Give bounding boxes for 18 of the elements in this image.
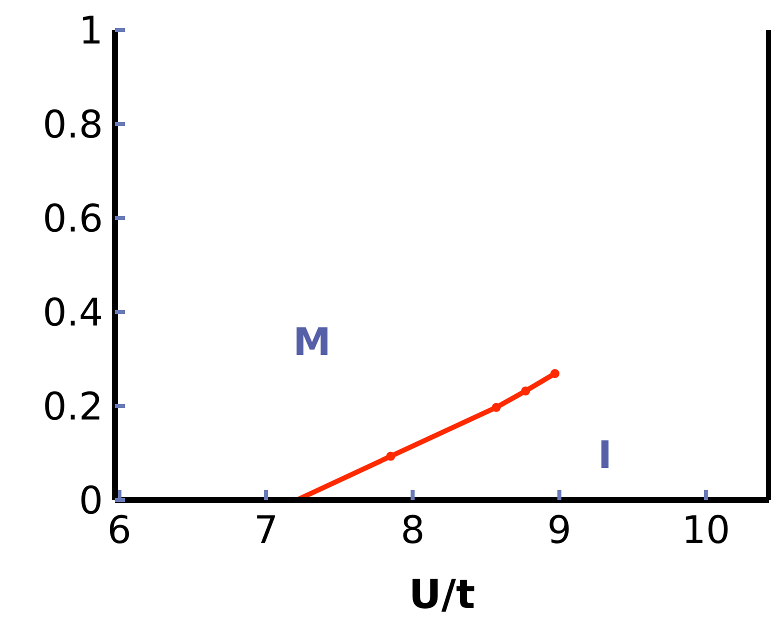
x-tick-label: 9 <box>547 508 572 552</box>
x-tick-label: 7 <box>254 508 278 552</box>
point <box>550 369 560 378</box>
x-tick-label: 8 <box>400 508 425 552</box>
y-tick-label: 0.8 <box>42 102 103 146</box>
point <box>521 386 530 396</box>
y-tick-label: 0.2 <box>42 384 103 428</box>
x-tick-label: 10 <box>682 508 730 552</box>
annotation: M <box>293 320 331 364</box>
annotation: I <box>598 433 612 477</box>
y-tick-label: 0.6 <box>42 196 103 240</box>
point <box>492 402 501 412</box>
x-tick-label: 6 <box>107 508 132 552</box>
y-tick-label: 1 <box>78 8 103 52</box>
point <box>386 452 396 461</box>
y-tick-label: 0 <box>78 478 103 522</box>
y-tick-label: 0.4 <box>42 290 103 334</box>
x-axis-title: U/t <box>408 572 476 618</box>
